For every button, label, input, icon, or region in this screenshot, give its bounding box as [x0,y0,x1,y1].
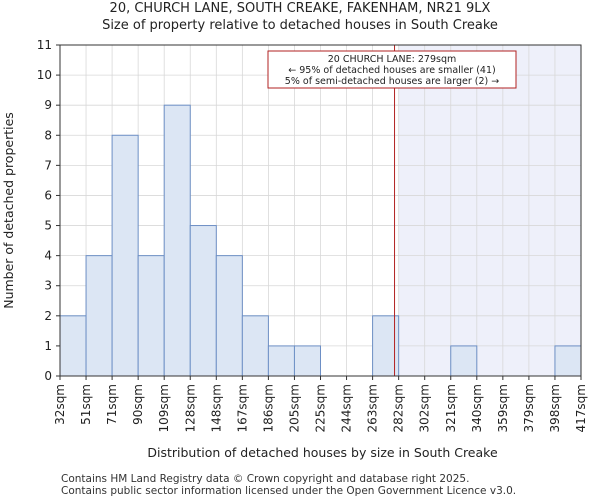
annotation-line3: 5% of semi-detached houses are larger (2… [285,76,499,87]
bar-205sqm [293,345,322,377]
larger-than-property-region [398,45,581,376]
bar-71sqm [111,134,139,377]
y-tick-label-6: 6 [44,188,52,202]
y-tick-label-5: 5 [44,219,52,233]
x-tick-label-398sqm: 398sqm [548,384,562,432]
chart-title-line1: 20, CHURCH LANE, SOUTH CREAKE, FAKENHAM,… [109,1,491,16]
x-tick-label-321sqm: 321sqm [444,384,458,432]
y-tick-label-11: 11 [37,38,52,52]
bar-109sqm [163,104,191,377]
x-tick-label-359sqm: 359sqm [496,384,510,432]
y-tick-label-0: 0 [44,369,52,383]
x-tick-label-128sqm: 128sqm [183,384,197,432]
bar-128sqm [189,225,217,377]
property-annotation: 20 CHURCH LANE: 279sqm ← 95% of detached… [267,50,517,89]
bar-90sqm [137,255,165,377]
bar-398sqm [554,345,582,377]
x-tick-label-90sqm: 90sqm [131,384,145,425]
x-tick-label-379sqm: 379sqm [522,384,536,432]
y-tick-label-2: 2 [44,309,52,323]
y-tick-label-7: 7 [44,158,52,172]
x-axis-label: Distribution of detached houses by size … [147,445,498,460]
x-tick-label-186sqm: 186sqm [261,384,275,432]
x-tick-label-167sqm: 167sqm [235,384,249,432]
y-tick-label-4: 4 [44,249,52,263]
y-axis-ticks: 0 1 2 3 4 5 6 7 8 9 10 11 [37,38,60,383]
bar-51sqm [85,255,113,377]
x-tick-label-244sqm: 244sqm [340,384,354,432]
bar-167sqm [241,315,269,377]
x-tick-label-32sqm: 32sqm [53,384,67,425]
annotation-line2: ← 95% of detached houses are smaller (41… [288,65,495,76]
x-tick-label-302sqm: 302sqm [418,384,432,432]
bar-321sqm [450,345,478,377]
y-tick-label-1: 1 [44,339,52,353]
x-tick-label-282sqm: 282sqm [392,384,406,432]
bars [59,104,582,377]
y-tick-label-8: 8 [44,128,52,142]
x-tick-label-205sqm: 205sqm [287,384,301,432]
x-tick-label-148sqm: 148sqm [209,384,223,432]
bar-32sqm [59,315,87,377]
x-tick-label-71sqm: 71sqm [105,384,119,425]
y-tick-label-9: 9 [44,98,52,112]
x-tick-label-51sqm: 51sqm [79,384,93,425]
annotation-box [267,50,517,89]
x-tick-label-109sqm: 109sqm [157,384,171,432]
footer-licence: Contains public sector information licen… [61,485,517,497]
x-tick-label-225sqm: 225sqm [314,384,328,432]
x-tick-label-417sqm: 417sqm [574,384,588,432]
x-tick-label-263sqm: 263sqm [366,384,380,432]
y-axis-label: Number of detached properties [1,112,16,309]
y-tick-label-10: 10 [37,68,52,82]
x-axis-ticks: 32sqm 51sqm 71sqm 90sqm 109sqm 128sqm 148sqm 16… [53,376,588,432]
footer-copyright: Contains HM Land Registry data © Crown c… [61,473,470,485]
x-tick-label-340sqm: 340sqm [470,384,484,432]
chart-title-line2: Size of property relative to detached ho… [102,18,498,33]
bar-148sqm [215,255,243,377]
bar-186sqm [267,345,295,377]
annotation-line1: 20 CHURCH LANE: 279sqm [328,54,456,65]
y-tick-label-3: 3 [44,279,52,293]
